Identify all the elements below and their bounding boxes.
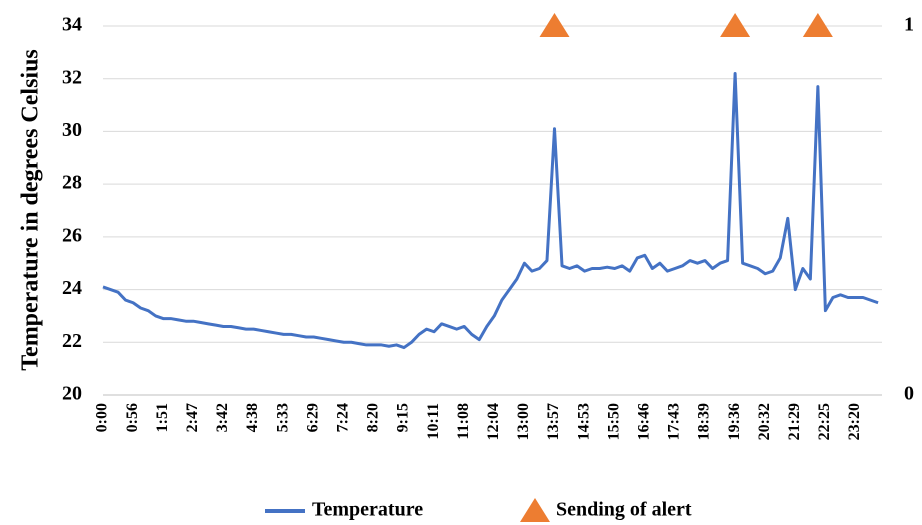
x-tick-label: 0:00 — [94, 403, 111, 432]
temperature-line — [102, 71, 879, 350]
x-tick-label: 6:29 — [304, 403, 321, 432]
y-tick-label: 30 — [62, 119, 82, 141]
y-tick-label: 32 — [62, 66, 82, 88]
x-tick-label: 21:29 — [786, 403, 803, 440]
x-tick-label: 15:50 — [605, 403, 622, 440]
x-tick-label: 9:15 — [395, 403, 412, 432]
y-axis-title: Temperature in degrees Celsius — [18, 49, 44, 371]
legend-label: Temperature — [312, 499, 423, 521]
x-tick-label: 20:32 — [756, 403, 773, 440]
y-tick-label: 22 — [62, 330, 82, 352]
y-tick-label: 20 — [62, 383, 82, 405]
y2-tick-label: 1 — [904, 14, 914, 36]
alert-marker — [720, 13, 751, 37]
y-tick-label: 34 — [62, 14, 82, 36]
x-tick-label: 22:25 — [816, 403, 833, 440]
x-tick-label: 0:56 — [124, 403, 141, 432]
x-tick-label: 1:51 — [154, 403, 171, 432]
x-tick-label: 12:04 — [485, 403, 502, 440]
y-tick-label: 24 — [62, 277, 82, 299]
y2-tick-label: 0 — [904, 383, 914, 405]
x-tick-label: 2:47 — [184, 403, 201, 432]
x-tick-label: 3:42 — [214, 403, 231, 432]
x-tick-label: 23:20 — [846, 403, 863, 440]
y-tick-label: 28 — [62, 172, 82, 194]
x-tick-label: 17:43 — [666, 403, 683, 440]
x-tick-label: 14:53 — [575, 403, 592, 440]
legend-label: Sending of alert — [556, 499, 692, 521]
y-tick-label: 26 — [62, 224, 82, 246]
x-tick-label: 18:39 — [696, 403, 713, 440]
legend-triangle — [520, 498, 550, 522]
x-tick-label: 4:38 — [244, 403, 261, 432]
x-tick-label: 8:20 — [365, 403, 382, 432]
x-tick-label: 13:00 — [515, 403, 532, 440]
x-tick-label: 5:33 — [274, 403, 291, 432]
x-tick-label: 16:46 — [635, 403, 652, 440]
x-tick-label: 11:08 — [455, 403, 472, 439]
alert-marker — [802, 13, 833, 37]
x-tick-label: 19:36 — [726, 403, 743, 440]
x-tick-label: 7:24 — [334, 403, 351, 432]
x-tick-label: 13:57 — [545, 403, 562, 440]
x-tick-label: 10:11 — [425, 403, 442, 439]
alert-marker — [539, 13, 570, 37]
